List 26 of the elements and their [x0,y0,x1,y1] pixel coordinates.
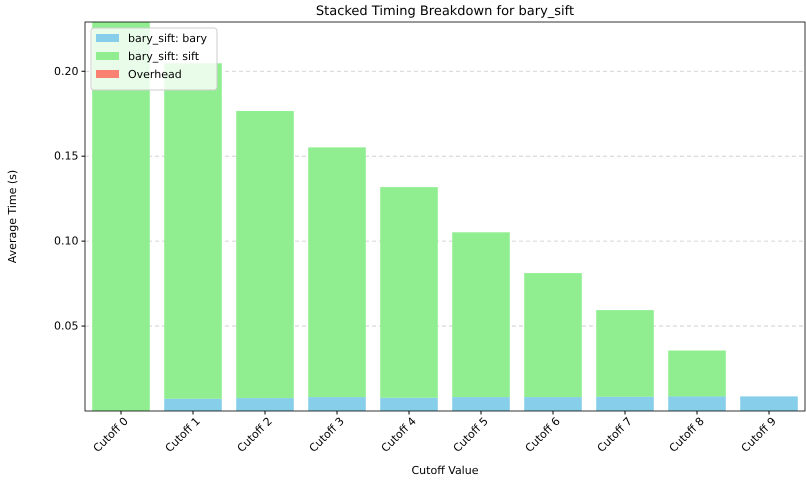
bar [740,396,798,411]
bar [380,398,438,411]
bar [452,397,510,411]
y-tick-label: 0.15 [54,150,78,163]
legend-label: bary_sift: bary [128,32,208,45]
y-tick-label: 0.05 [54,320,78,333]
y-tick-label: 0.10 [54,234,78,248]
bar [524,273,582,398]
y-axis-title: Average Time (s) [6,170,19,264]
bar [308,147,366,398]
legend-label: bary_sift: sift [128,50,200,63]
x-axis-title: Cutoff Value [412,464,479,477]
bar [164,398,222,411]
bar [236,111,294,398]
bar [452,232,510,398]
bar [524,397,582,411]
bar [236,398,294,411]
chart-title: Stacked Timing Breakdown for bary_sift [316,4,574,19]
bar [596,310,654,397]
bar [668,350,726,396]
legend-label: Overhead [128,68,182,81]
bar [668,396,726,411]
bar [380,187,438,398]
bar [308,397,366,411]
bar [596,396,654,411]
y-tick-label: 0.20 [54,64,78,78]
